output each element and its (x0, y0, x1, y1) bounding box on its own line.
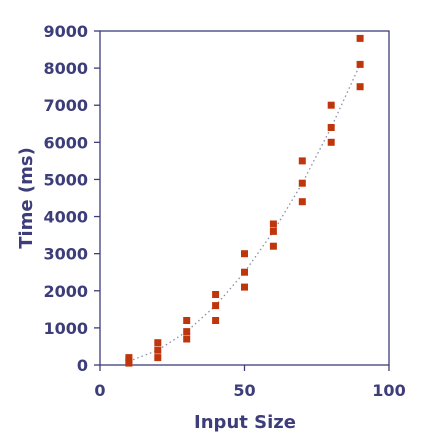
x-tick-label: 100 (372, 381, 405, 400)
data-point (241, 268, 248, 276)
data-point (269, 242, 277, 250)
y-tick-label: 1000 (43, 319, 88, 338)
data-point (356, 60, 364, 68)
x-axis-ticks: 0 50 100 (94, 365, 406, 400)
data-point (269, 227, 277, 235)
y-tick-label: 0 (77, 356, 88, 375)
trend-line (128, 64, 361, 362)
y-axis-title: Time (ms) (16, 147, 37, 249)
x-axis-title: Input Size (194, 412, 296, 433)
data-point (298, 157, 306, 165)
x-tick-label: 0 (94, 381, 105, 400)
y-tick-label: 6000 (43, 133, 88, 152)
data-point (212, 317, 220, 324)
y-tick-label: 8000 (43, 59, 88, 78)
y-axis-ticks: 0 1000 2000 3000 4000 5000 6000 7000 8000 9000 (43, 22, 100, 375)
x-tick-label: 50 (233, 381, 255, 400)
y-tick-label: 7000 (43, 96, 88, 115)
y-tick-label: 4000 (43, 208, 88, 227)
data-point (183, 335, 191, 343)
y-tick-label: 3000 (43, 245, 88, 264)
trend-layer (128, 64, 361, 362)
data-point (298, 179, 306, 187)
y-tick-label: 2000 (43, 282, 88, 301)
data-point (327, 124, 335, 131)
data-point (183, 328, 191, 336)
plot-frame (99, 30, 390, 366)
data-point (327, 101, 335, 109)
data-point (327, 138, 335, 146)
data-point (298, 198, 306, 206)
data-point (269, 220, 277, 228)
data-point (356, 83, 364, 91)
data-point (241, 283, 248, 291)
y-tick-label: 9000 (43, 22, 88, 41)
data-point (356, 34, 364, 42)
points-layer (125, 34, 364, 367)
data-point (212, 291, 220, 298)
data-point (125, 354, 133, 362)
data-point (154, 354, 162, 362)
data-point (241, 250, 248, 258)
y-tick-label: 5000 (43, 170, 88, 189)
data-point (212, 302, 220, 310)
data-point (154, 339, 162, 347)
data-point (154, 346, 162, 354)
data-point (183, 317, 191, 324)
